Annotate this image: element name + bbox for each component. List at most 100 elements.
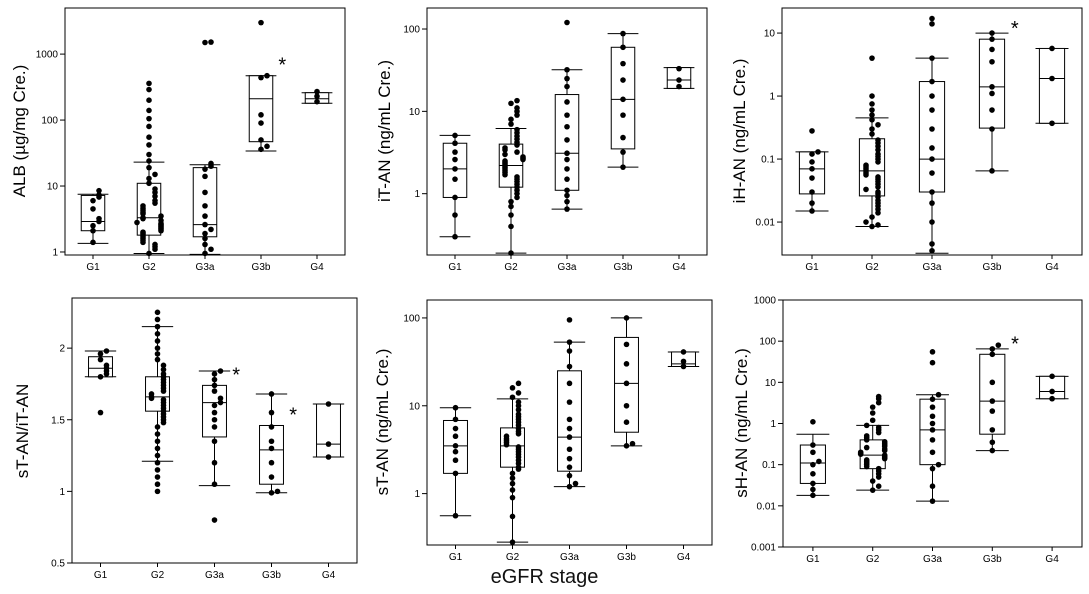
x-tick-label: G2 bbox=[151, 570, 165, 581]
data-point bbox=[154, 438, 161, 445]
data-point bbox=[452, 140, 458, 147]
data-point bbox=[140, 203, 146, 209]
data-point bbox=[264, 72, 270, 79]
box-iqr bbox=[316, 403, 341, 458]
x-tick-label: G3a bbox=[558, 262, 577, 273]
data-point bbox=[564, 112, 570, 118]
chart-it-an: 1 10 100 G1 G2 G3a G3b G4 iT-AN (ng/mL Cre.) bbox=[375, 7, 708, 273]
x-tick-label: G1 bbox=[86, 262, 100, 273]
data-point bbox=[869, 487, 876, 493]
y-tick-label: 0.01 bbox=[757, 501, 777, 512]
data-point bbox=[564, 166, 570, 172]
data-point bbox=[96, 192, 102, 198]
data-point bbox=[875, 174, 881, 180]
x-tick-label: G2 bbox=[506, 552, 520, 563]
data-point bbox=[452, 166, 458, 172]
data-point bbox=[202, 189, 208, 196]
data-point bbox=[989, 408, 996, 414]
data-point bbox=[154, 356, 161, 363]
data-point bbox=[566, 464, 573, 470]
data-point bbox=[564, 156, 570, 163]
data-point bbox=[929, 427, 936, 433]
y-axis-label: iT-AN (ng/mL Cre.) bbox=[375, 60, 394, 202]
data-point bbox=[202, 166, 208, 172]
data-point bbox=[869, 112, 875, 118]
data-point bbox=[452, 194, 458, 201]
y-tick-label: 10 bbox=[765, 378, 777, 389]
box-iqr bbox=[858, 138, 886, 197]
data-point bbox=[929, 145, 935, 151]
data-point bbox=[929, 349, 936, 355]
data-point bbox=[929, 219, 935, 225]
data-point bbox=[452, 176, 458, 182]
data-point bbox=[146, 142, 152, 148]
data-point bbox=[258, 19, 264, 26]
x-tick-label: G3b bbox=[614, 262, 633, 273]
data-point bbox=[929, 189, 935, 195]
chart-alb: 1 10 100 1000 * G1 G2 G3a G3b G4 ALB (µg/mg Cre… bbox=[10, 7, 346, 273]
data-point bbox=[676, 77, 682, 83]
data-point bbox=[514, 126, 520, 133]
data-point bbox=[564, 19, 570, 26]
data-point bbox=[863, 219, 869, 225]
data-point bbox=[863, 162, 869, 168]
data-point bbox=[623, 361, 630, 367]
data-point bbox=[566, 455, 573, 462]
data-point bbox=[929, 437, 936, 443]
data-point bbox=[875, 151, 881, 157]
data-point bbox=[520, 154, 526, 160]
data-point bbox=[989, 36, 995, 42]
y-tick-label: 1 bbox=[52, 247, 58, 258]
data-point bbox=[208, 39, 214, 45]
data-point bbox=[564, 187, 570, 194]
data-point bbox=[989, 346, 996, 352]
data-point bbox=[146, 80, 152, 87]
data-point bbox=[809, 175, 815, 181]
data-point bbox=[452, 443, 459, 449]
y-tick-label: 1000 bbox=[754, 296, 777, 307]
y-tick-label: 100 bbox=[41, 116, 58, 127]
x-tick-label: G3b bbox=[983, 554, 1002, 565]
data-point bbox=[929, 21, 935, 27]
data-point bbox=[146, 180, 152, 187]
data-point bbox=[1049, 388, 1055, 395]
data-point bbox=[810, 418, 816, 425]
data-point bbox=[140, 229, 146, 235]
data-point bbox=[869, 101, 875, 107]
data-point bbox=[154, 338, 161, 344]
data-point bbox=[989, 351, 996, 358]
data-point bbox=[90, 222, 96, 229]
data-point bbox=[629, 440, 636, 447]
data-point bbox=[989, 398, 996, 404]
data-point bbox=[314, 93, 320, 100]
data-point bbox=[508, 121, 514, 127]
data-point bbox=[268, 490, 275, 496]
significance-star: * bbox=[1011, 18, 1019, 40]
data-point bbox=[929, 420, 936, 427]
x-tick-label: G3b bbox=[617, 552, 636, 563]
data-point bbox=[869, 55, 875, 61]
data-point bbox=[152, 197, 158, 204]
box-iqr bbox=[979, 353, 1006, 435]
data-point bbox=[154, 424, 161, 430]
data-point bbox=[268, 474, 275, 480]
data-point bbox=[452, 433, 459, 440]
data-point bbox=[154, 459, 161, 466]
x-tick-label: G1 bbox=[94, 570, 108, 581]
data-point bbox=[452, 404, 459, 411]
data-point bbox=[620, 164, 626, 170]
y-axis-label: sT-AN (ng/mL Cre.) bbox=[373, 349, 392, 496]
data-point bbox=[90, 227, 96, 234]
data-point bbox=[564, 66, 570, 73]
data-point bbox=[97, 409, 104, 416]
data-point bbox=[566, 317, 573, 323]
data-point bbox=[268, 438, 275, 445]
data-point bbox=[989, 379, 996, 386]
data-point bbox=[929, 413, 936, 420]
y-tick-label: 10 bbox=[409, 107, 421, 118]
y-tick-label: 0.001 bbox=[751, 543, 776, 554]
data-point bbox=[929, 449, 936, 456]
significance-star: * bbox=[278, 55, 286, 77]
data-point bbox=[935, 391, 942, 398]
chart-ih-an: 0.01 0.1 1 10 * G1 G2 G3a G3b G4 iH-AN (ng/mL C… bbox=[730, 7, 1083, 273]
